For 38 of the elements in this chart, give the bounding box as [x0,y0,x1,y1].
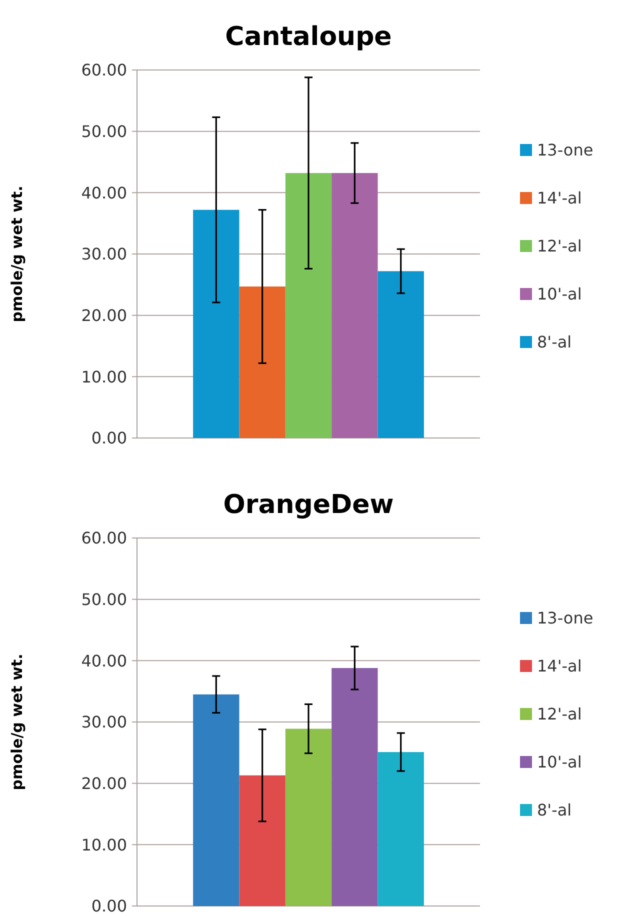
legend-label: 8'-al [537,800,572,820]
y-tick-label: 50.00 [81,122,127,141]
y-tick-label: 60.00 [81,528,127,548]
legend-label: 12'-al [537,236,582,256]
bar [193,210,240,438]
bar [378,271,424,438]
legend-label: 14'-al [537,656,582,676]
y-tick-label: 0.00 [91,428,127,448]
y-tick-label: 20.00 [81,774,127,793]
y-tick-label: 40.00 [81,183,127,202]
y-tick-label: 60.00 [81,60,127,80]
bar [332,173,378,438]
bar [239,286,286,438]
bar [285,173,332,438]
legend-label: 13-one [537,140,594,160]
bar [285,728,332,906]
bar [239,775,286,906]
legend-label: 10'-al [537,284,582,304]
y-axis-title: pmole/g wet wt. [8,186,26,322]
y-tick-label: 10.00 [81,835,127,854]
bar [193,694,240,906]
y-tick-label: 30.00 [81,712,127,732]
bar [332,668,378,906]
y-axis-title: pmole/g wet wt. [8,654,26,790]
y-tick-label: 0.00 [91,896,127,916]
chart-title: OrangeDew [223,490,394,520]
legend-label: 13-one [537,608,594,628]
bar [378,752,424,906]
chart-title: Cantaloupe [225,22,392,52]
y-tick-label: 50.00 [81,590,127,609]
legend-label: 14'-al [537,188,582,208]
legend-label: 10'-al [537,752,582,772]
y-tick-label: 40.00 [81,651,127,670]
legend-label: 12'-al [537,704,582,724]
y-tick-label: 20.00 [81,306,127,325]
legend-label: 8'-al [537,332,572,352]
y-tick-label: 10.00 [81,367,127,386]
y-tick-label: 30.00 [81,244,127,264]
